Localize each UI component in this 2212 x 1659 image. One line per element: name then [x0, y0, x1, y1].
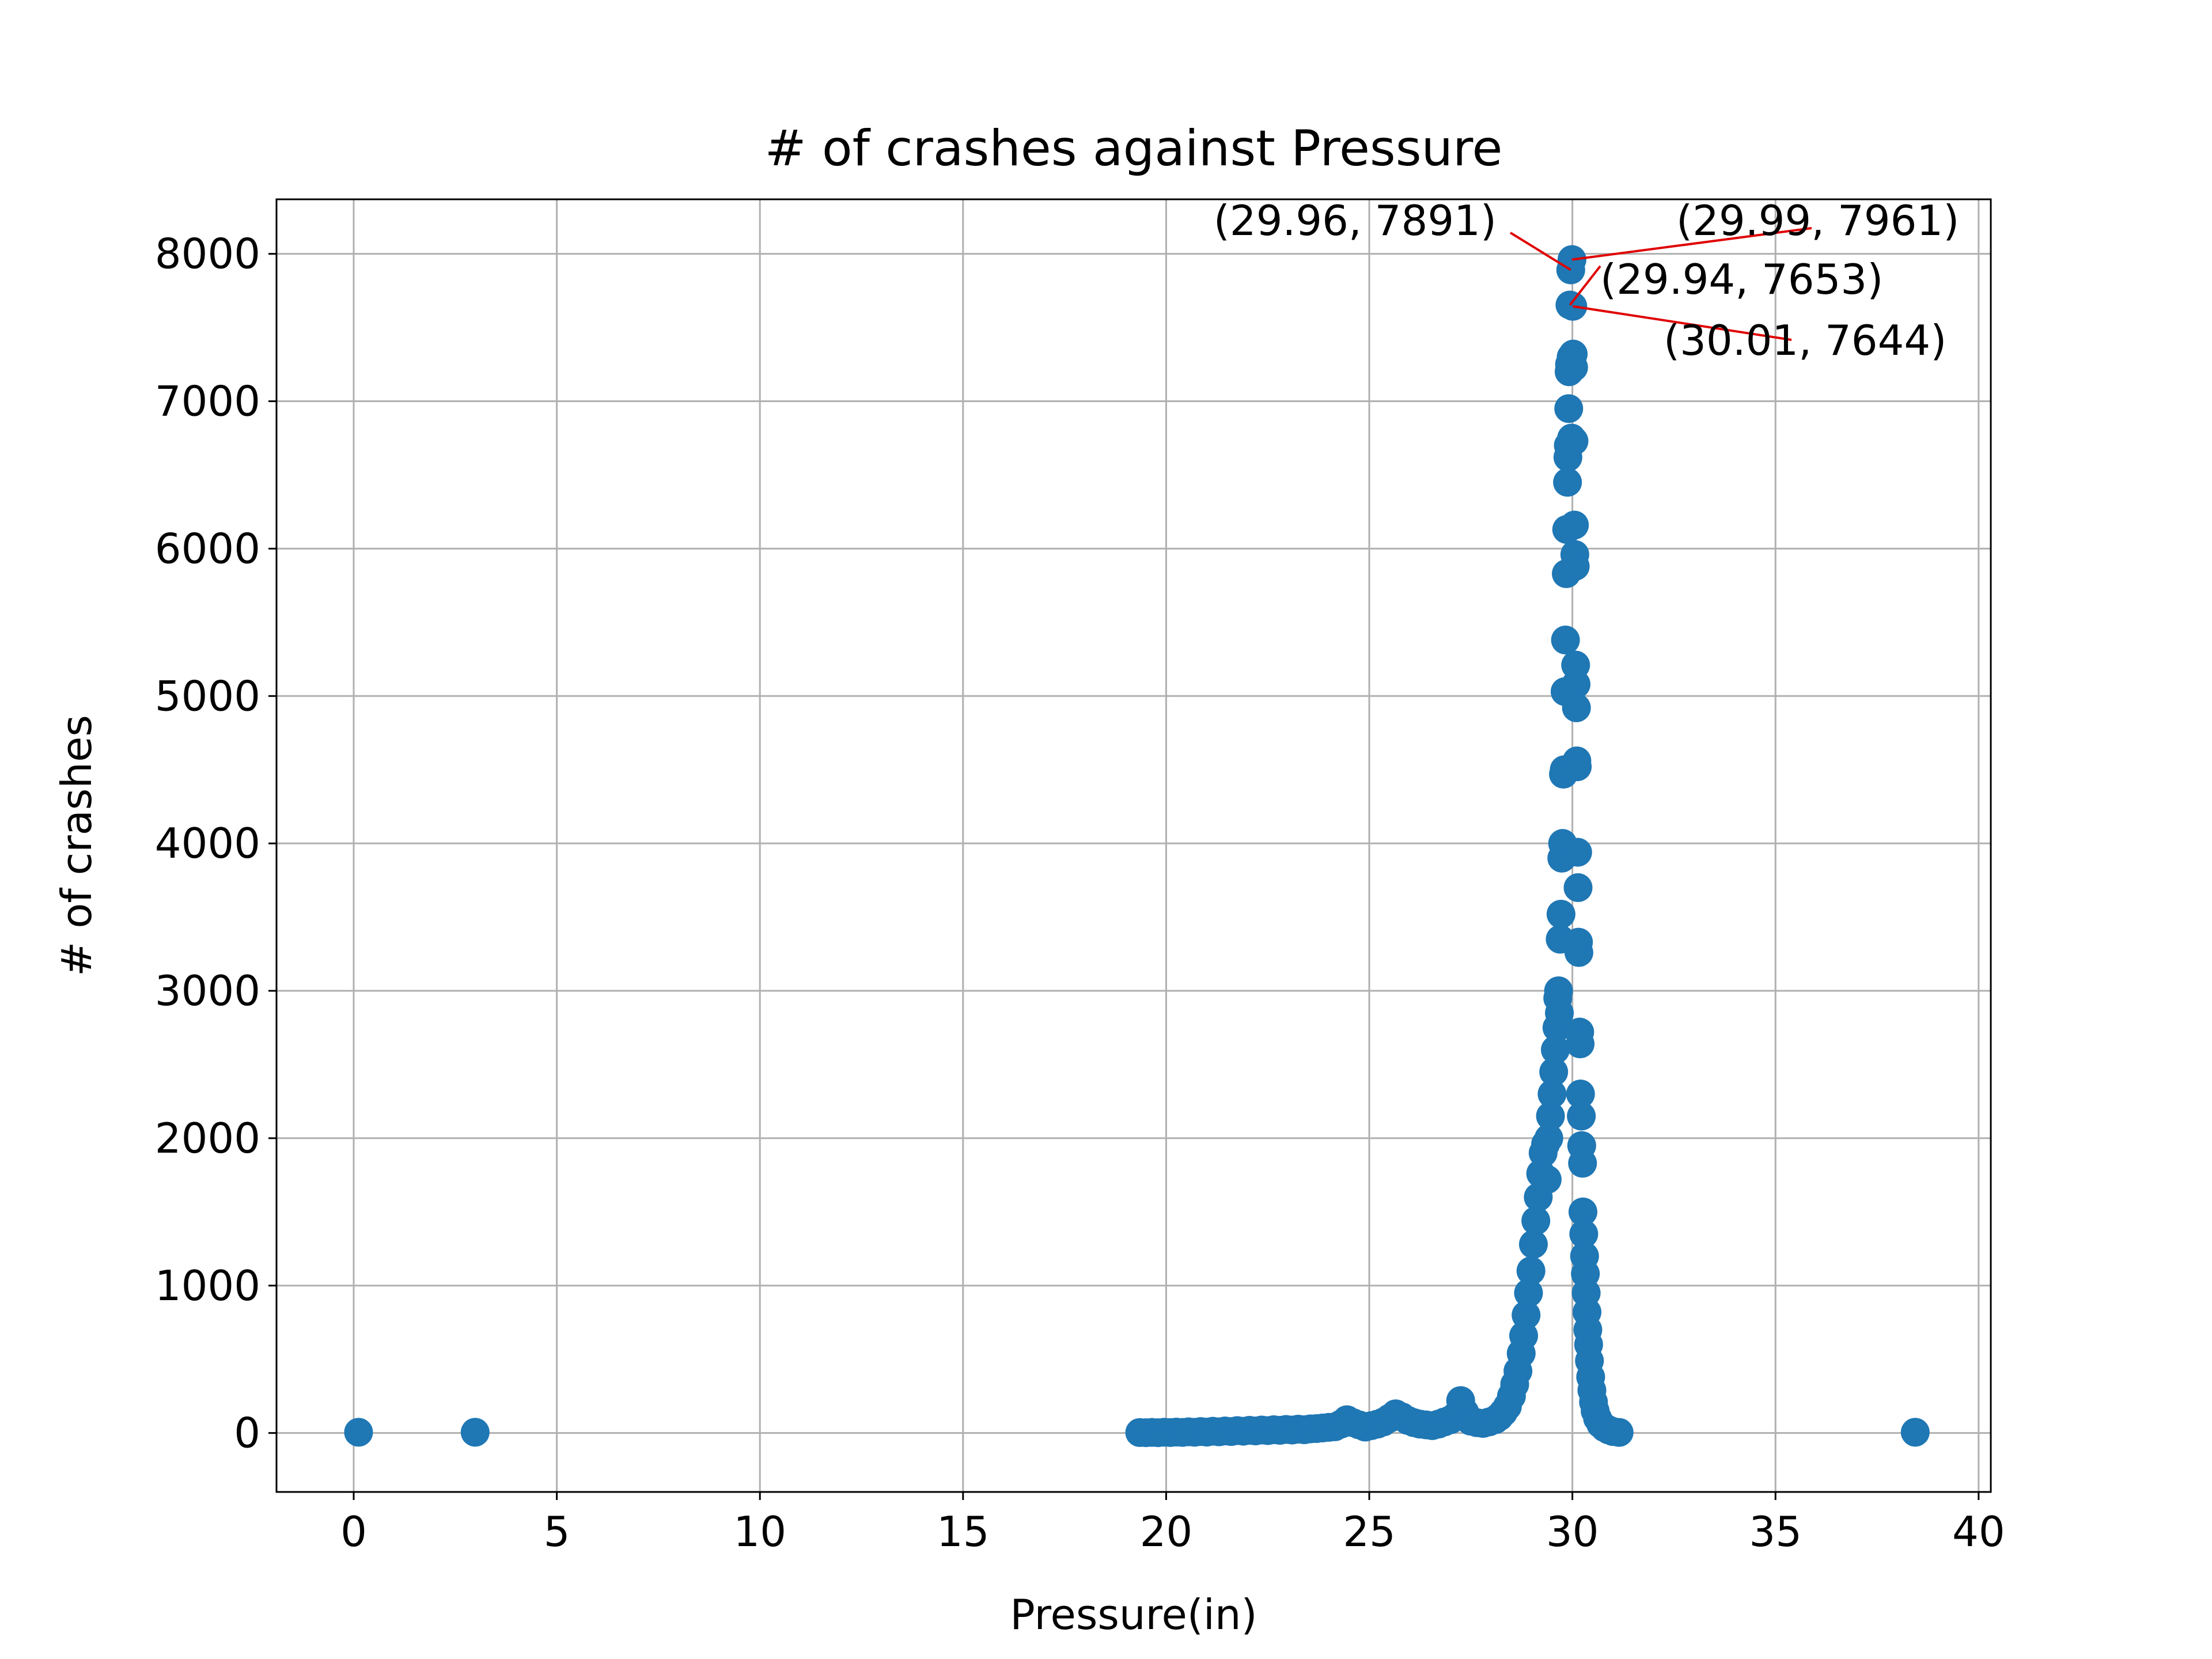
data-points — [344, 245, 1930, 1448]
scatter-point — [460, 1418, 490, 1447]
scatter-point — [1604, 1418, 1634, 1447]
x-tick-label: 5 — [544, 1508, 570, 1556]
scatter-point — [1559, 353, 1588, 382]
scatter-point — [1560, 510, 1589, 540]
scatter-point — [1566, 1080, 1595, 1109]
scatter-point — [344, 1418, 373, 1447]
scatter-point — [1563, 838, 1592, 867]
y-tick-label: 6000 — [155, 524, 260, 573]
scatter-point — [1532, 1165, 1562, 1194]
x-tick-label: 40 — [1952, 1508, 2005, 1556]
scatter-point — [1559, 426, 1589, 456]
scatter-point — [1514, 1278, 1543, 1308]
scatter-point — [1534, 1123, 1563, 1153]
scatter-point — [1551, 626, 1580, 655]
y-tick-label: 2000 — [155, 1114, 260, 1162]
annotation-label: (29.99, 7961) — [1676, 196, 1959, 245]
annotations: (29.96, 7891) (29.99, 7961) (29.94, 7653) (… — [1214, 196, 1960, 365]
scatter-point — [1541, 1035, 1570, 1065]
scatter-point — [1539, 1057, 1569, 1086]
axis-ticks: 0 5 10 15 20 25 30 35 40 0 1000 2000 3000 4000 5000 600… — [155, 230, 2005, 1556]
scatter-point — [1554, 394, 1584, 423]
y-tick-label: 7000 — [155, 377, 260, 426]
scatter-point — [1553, 468, 1582, 497]
scatter-point — [1516, 1256, 1546, 1286]
annotation-label: (29.94, 7653) — [1600, 255, 1883, 304]
scatter-point — [1566, 1029, 1595, 1059]
scatter-point — [1521, 1206, 1551, 1236]
scatter-point — [1537, 1080, 1567, 1109]
x-tick-label: 0 — [340, 1508, 367, 1556]
x-tick-label: 10 — [733, 1508, 786, 1556]
x-tick-label: 20 — [1140, 1508, 1193, 1556]
annotation-leader-line — [1571, 227, 1812, 261]
scatter-point — [1563, 752, 1592, 782]
scatter-point — [1560, 552, 1590, 581]
scatter-point — [1568, 1149, 1597, 1178]
chart-title: # of crashes against Pressure — [765, 120, 1503, 177]
scatter-point — [1564, 938, 1593, 967]
plot-area-frame — [275, 198, 1992, 1493]
y-tick-label: 4000 — [155, 819, 260, 868]
y-tick-label: 0 — [234, 1409, 260, 1457]
x-tick-label: 15 — [937, 1508, 990, 1556]
annotation-label: (29.96, 7891) — [1214, 196, 1497, 245]
y-tick-label: 3000 — [155, 967, 260, 1015]
y-tick-label: 1000 — [155, 1262, 260, 1310]
annotation-leader-line — [1573, 305, 1792, 341]
scatter-point — [1567, 1101, 1596, 1131]
x-axis-label: Pressure(in) — [1010, 1590, 1257, 1639]
scatter-point — [1512, 1300, 1541, 1330]
x-tick-label: 30 — [1546, 1508, 1599, 1556]
scatter-point — [1900, 1418, 1930, 1447]
scatter-point — [1569, 1219, 1599, 1249]
annotation-label: (30.01, 7644) — [1664, 316, 1946, 365]
scatter-point — [1568, 1197, 1597, 1226]
scatter-point — [1561, 669, 1590, 699]
scatter-point — [1562, 693, 1591, 722]
scatter-point — [1546, 899, 1575, 929]
y-tick-label: 8000 — [155, 230, 260, 278]
x-tick-label: 25 — [1343, 1508, 1396, 1556]
scatter-point — [1544, 976, 1573, 1006]
scatter-point — [1545, 998, 1574, 1028]
scatter-point — [1563, 873, 1593, 902]
annotation-leader-line — [1509, 232, 1571, 271]
scatter-point — [1536, 1101, 1565, 1131]
y-tick-label: 5000 — [155, 672, 260, 720]
x-tick-label: 35 — [1749, 1508, 1802, 1556]
y-axis-label: # of crashes — [52, 715, 101, 976]
grid-lines — [276, 199, 1991, 1492]
scatter-point — [1518, 1230, 1548, 1259]
annotation-leader-line — [1569, 265, 1601, 306]
